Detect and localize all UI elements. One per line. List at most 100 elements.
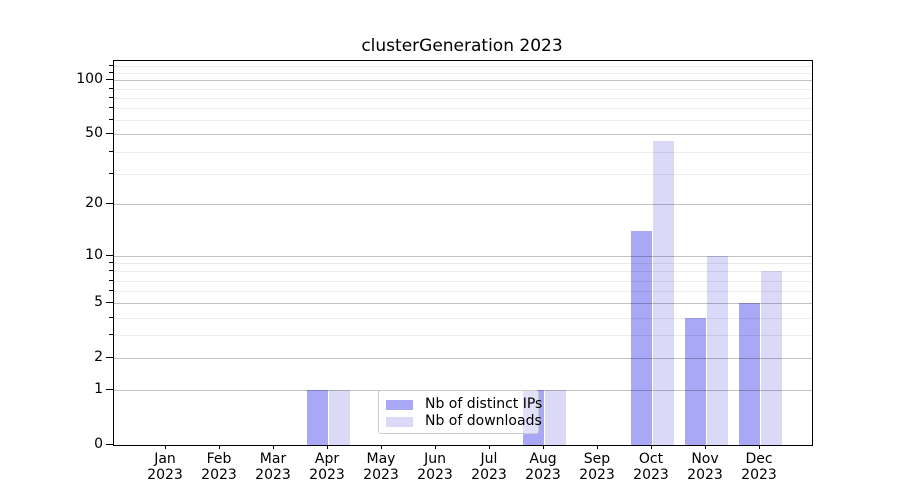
gridline-minor-4 — [114, 317, 812, 319]
x-label-month: Mar — [259, 451, 287, 467]
legend-label: Nb of downloads — [425, 413, 542, 429]
y-minor-tick-8 — [109, 270, 113, 272]
legend: Nb of distinct IPs Nb of downloads — [378, 390, 542, 434]
y-tick-label-10: 10 — [85, 246, 103, 263]
legend-label: Nb of distinct IPs — [425, 396, 543, 412]
y-tick-10 — [106, 254, 113, 256]
x-label-month: Nov — [691, 451, 719, 467]
y-minor-tick-7 — [109, 279, 113, 281]
y-minor-tick-80 — [109, 96, 113, 98]
gridline-minor-40 — [114, 151, 812, 153]
x-tick-label-feb: Feb 2023 — [191, 451, 247, 483]
y-minor-tick-40 — [109, 150, 113, 152]
y-minor-tick-90 — [109, 87, 113, 89]
x-tick-jul — [489, 445, 490, 449]
x-tick-label-jul: Jul 2023 — [461, 451, 517, 483]
gridline-minor-90 — [114, 88, 812, 90]
x-label-month: Jul — [480, 451, 498, 467]
y-minor-tick-60 — [109, 119, 113, 121]
x-label-year: 2023 — [687, 467, 723, 483]
bar-series0-apr — [306, 390, 328, 445]
gridline-major-2 — [114, 358, 812, 360]
bar-series1-apr — [328, 390, 350, 445]
y-minor-tick-6 — [109, 290, 113, 292]
x-label-year: 2023 — [363, 467, 399, 483]
x-tick-label-nov: Nov 2023 — [677, 451, 733, 483]
x-label-year: 2023 — [147, 467, 183, 483]
gridline-major-20 — [114, 204, 812, 206]
x-tick-jun — [435, 445, 436, 449]
y-tick-label-50: 50 — [85, 125, 103, 142]
bar-series1-nov — [706, 255, 728, 445]
bars-layer — [114, 61, 812, 445]
y-tick-0 — [106, 444, 113, 445]
x-label-year: 2023 — [201, 467, 237, 483]
x-label-month: Sep — [583, 451, 611, 467]
x-tick-label-oct: Oct 2023 — [623, 451, 679, 483]
x-tick-oct — [651, 445, 652, 449]
gridline-major-50 — [114, 134, 812, 136]
bar-series1-oct — [652, 140, 674, 445]
x-label-month: Oct — [638, 451, 664, 467]
x-label-month: Apr — [314, 451, 340, 467]
gridline-minor-3 — [114, 335, 812, 337]
gridline-minor-110 — [114, 72, 812, 74]
gridline-minor-6 — [114, 291, 812, 293]
chart-title: clusterGeneration 2023 — [361, 36, 563, 56]
x-label-year: 2023 — [633, 467, 669, 483]
bar-series1-aug — [544, 390, 566, 445]
x-label-year: 2023 — [471, 467, 507, 483]
bar-series0-nov — [684, 317, 706, 445]
y-minor-tick-110 — [109, 71, 113, 73]
grid-layer — [114, 61, 812, 445]
gridline-major-100 — [114, 80, 812, 82]
y-minor-tick-9 — [109, 262, 113, 264]
x-label-month: Dec — [745, 451, 773, 467]
x-label-year: 2023 — [579, 467, 615, 483]
y-tick-label-0: 0 — [94, 436, 103, 452]
y-minor-tick-70 — [109, 107, 113, 109]
gridline-minor-30 — [114, 173, 812, 175]
x-tick-aug — [543, 445, 544, 449]
x-label-year: 2023 — [417, 467, 453, 483]
gridline-minor-80 — [114, 97, 812, 99]
gridline-minor-9 — [114, 263, 812, 265]
x-label-year: 2023 — [255, 467, 291, 483]
x-label-month: Feb — [206, 451, 232, 467]
x-label-month: Jun — [424, 451, 446, 467]
y-tick-label-5: 5 — [94, 294, 103, 311]
x-tick-label-jun: Jun 2023 — [407, 451, 463, 483]
gridline-minor-120 — [114, 66, 812, 68]
x-tick-feb — [219, 445, 220, 449]
x-tick-label-jan: Jan 2023 — [137, 451, 193, 483]
x-tick-label-apr: Apr 2023 — [299, 451, 355, 483]
x-tick-sep — [597, 445, 598, 449]
x-tick-apr — [327, 445, 328, 449]
x-label-month: Jan — [154, 451, 176, 467]
legend-swatch-icon — [386, 399, 413, 410]
x-tick-label-mar: Mar 2023 — [245, 451, 301, 483]
legend-row-0: Nb of distinct IPs — [379, 396, 542, 413]
y-tick-label-20: 20 — [85, 195, 103, 212]
y-minor-tick-3 — [109, 334, 113, 336]
gridline-minor-70 — [114, 108, 812, 110]
y-tick-label-1: 1 — [94, 381, 103, 398]
y-minor-tick-120 — [109, 65, 113, 67]
x-tick-label-aug: Aug 2023 — [515, 451, 571, 483]
gridline-minor-60 — [114, 120, 812, 122]
x-tick-mar — [273, 445, 274, 449]
gridline-minor-7 — [114, 280, 812, 282]
y-tick-100 — [106, 79, 113, 81]
legend-swatch-icon — [386, 416, 413, 427]
y-tick-20 — [106, 203, 113, 205]
x-label-month: Aug — [529, 451, 557, 467]
x-tick-label-sep: Sep 2023 — [569, 451, 625, 483]
y-tick-1 — [106, 389, 113, 391]
y-minor-tick-30 — [109, 172, 113, 174]
x-label-year: 2023 — [309, 467, 345, 483]
bar-series0-oct — [630, 231, 652, 445]
y-minor-tick-4 — [109, 316, 113, 318]
x-tick-nov — [705, 445, 706, 449]
x-tick-may — [381, 445, 382, 449]
x-label-year: 2023 — [525, 467, 561, 483]
